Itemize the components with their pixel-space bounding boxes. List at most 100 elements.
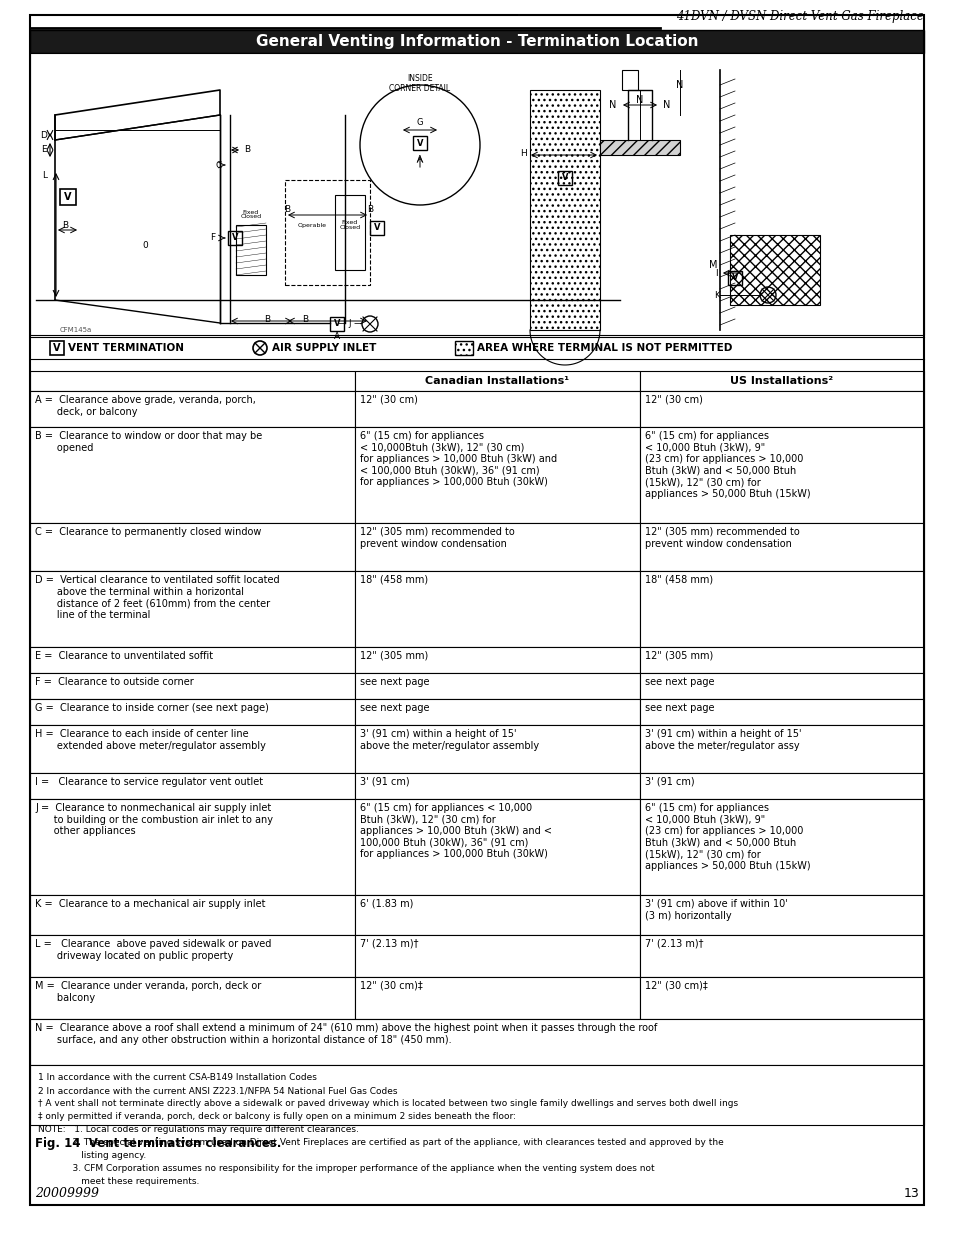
Bar <box>30 725 355 773</box>
Bar <box>639 370 923 391</box>
Bar <box>639 647 923 673</box>
Text: K =  Clearance to a mechanical air supply inlet: K = Clearance to a mechanical air supply… <box>35 899 265 909</box>
Text: 12" (305 mm) recommended to
prevent window condensation: 12" (305 mm) recommended to prevent wind… <box>359 527 515 548</box>
Text: 12" (30 cm): 12" (30 cm) <box>644 395 702 405</box>
Text: M: M <box>709 261 718 270</box>
Text: 7' (2.13 m)†: 7' (2.13 m)† <box>644 939 702 948</box>
Bar <box>355 647 639 673</box>
Bar <box>30 673 355 699</box>
Bar <box>639 935 923 977</box>
Bar <box>639 895 923 935</box>
Bar <box>355 699 639 725</box>
Text: F: F <box>210 233 214 242</box>
Bar <box>355 773 639 799</box>
Text: N: N <box>676 80 683 90</box>
Text: H =  Clearance to each inside of center line
       extended above meter/regulat: H = Clearance to each inside of center l… <box>35 729 266 751</box>
Bar <box>558 170 572 185</box>
Text: Closed: Closed <box>240 214 261 219</box>
Text: 18" (458 mm): 18" (458 mm) <box>644 576 713 585</box>
Text: — J —: — J — <box>337 320 362 329</box>
Text: Canadian Installations¹: Canadian Installations¹ <box>425 375 569 387</box>
Text: see next page: see next page <box>644 677 714 687</box>
Text: 12" (305 mm): 12" (305 mm) <box>644 651 713 661</box>
Text: NOTE:   1. Local codes or regulations may require different clearances.: NOTE: 1. Local codes or regulations may … <box>38 1125 358 1134</box>
Bar <box>30 699 355 725</box>
Text: 3. CFM Corporation assumes no responsibility for the improper performance of the: 3. CFM Corporation assumes no responsibi… <box>38 1165 654 1173</box>
Bar <box>530 90 599 330</box>
Text: B: B <box>367 205 373 215</box>
Bar <box>30 935 355 977</box>
Bar <box>599 140 679 156</box>
Bar <box>355 522 639 571</box>
Text: V: V <box>561 173 568 183</box>
Text: N: N <box>636 95 643 105</box>
Text: 3' (91 cm) above if within 10'
(3 m) horizontally: 3' (91 cm) above if within 10' (3 m) hor… <box>644 899 787 920</box>
Text: B: B <box>62 221 68 230</box>
Text: General Venting Information - Termination Location: General Venting Information - Terminatio… <box>255 35 698 49</box>
Text: A: A <box>416 156 422 164</box>
Text: K: K <box>714 290 720 300</box>
Text: V: V <box>53 343 61 353</box>
Text: 6" (15 cm) for appliances
< 10,000Btuh (3kW), 12" (30 cm)
for appliances > 10,00: 6" (15 cm) for appliances < 10,000Btuh (… <box>359 431 557 488</box>
Text: 12" (30 cm)‡: 12" (30 cm)‡ <box>644 981 707 990</box>
Bar <box>355 427 639 522</box>
Text: 13: 13 <box>902 1187 918 1200</box>
Text: G =  Clearance to inside corner (see next page): G = Clearance to inside corner (see next… <box>35 703 269 713</box>
Bar <box>30 1019 923 1065</box>
Bar <box>30 1065 923 1125</box>
Bar <box>727 270 741 285</box>
Bar <box>729 235 820 305</box>
Bar <box>455 341 473 354</box>
Bar <box>30 799 355 895</box>
Text: H: H <box>519 148 526 158</box>
Text: V: V <box>416 138 423 147</box>
Text: V: V <box>334 320 340 329</box>
Text: V: V <box>374 224 380 232</box>
Bar <box>50 341 64 354</box>
Bar <box>30 571 355 647</box>
Text: C: C <box>215 161 222 169</box>
Bar <box>639 522 923 571</box>
Bar <box>285 180 370 285</box>
Bar <box>30 522 355 571</box>
Text: L: L <box>42 170 47 179</box>
Bar <box>30 30 923 53</box>
Text: A: A <box>334 332 339 341</box>
Text: AREA WHERE TERMINAL IS NOT PERMITTED: AREA WHERE TERMINAL IS NOT PERMITTED <box>476 343 732 353</box>
Text: 2. The special venting system used on Direct Vent Fireplaces are certified as pa: 2. The special venting system used on Di… <box>38 1137 723 1147</box>
Bar <box>639 977 923 1019</box>
Text: CORNER DETAIL: CORNER DETAIL <box>389 84 450 93</box>
Text: V: V <box>64 191 71 203</box>
Text: meet these requirements.: meet these requirements. <box>38 1177 199 1186</box>
Text: M =  Clearance under veranda, porch, deck or
       balcony: M = Clearance under veranda, porch, deck… <box>35 981 261 1003</box>
Text: ‡ only permitted if veranda, porch, deck or balcony is fully open on a minimum 2: ‡ only permitted if veranda, porch, deck… <box>38 1112 516 1121</box>
Text: I: I <box>715 268 718 278</box>
Bar <box>355 370 639 391</box>
Bar <box>355 571 639 647</box>
Bar <box>30 895 355 935</box>
Text: 12" (305 mm): 12" (305 mm) <box>359 651 428 661</box>
Text: C =  Clearance to permanently closed window: C = Clearance to permanently closed wind… <box>35 527 261 537</box>
Text: 18" (458 mm): 18" (458 mm) <box>359 576 428 585</box>
Text: L =   Clearance  above paved sidewalk or paved
       driveway located on public: L = Clearance above paved sidewalk or pa… <box>35 939 271 961</box>
Text: 2 In accordance with the current ANSI Z223.1/NFPA 54 National Fuel Gas Codes: 2 In accordance with the current ANSI Z2… <box>38 1086 397 1095</box>
Bar <box>30 370 355 391</box>
Text: AIR SUPPLY INLET: AIR SUPPLY INLET <box>272 343 376 353</box>
Text: VENT TERMINATION: VENT TERMINATION <box>68 343 184 353</box>
Text: I =   Clearance to service regulator vent outlet: I = Clearance to service regulator vent … <box>35 777 263 787</box>
Bar <box>30 647 355 673</box>
Text: E: E <box>41 146 47 154</box>
Bar <box>639 391 923 427</box>
Text: see next page: see next page <box>644 703 714 713</box>
Text: 0: 0 <box>142 241 148 249</box>
Text: G: G <box>416 119 423 127</box>
Bar <box>30 977 355 1019</box>
Text: 12" (305 mm) recommended to
prevent window condensation: 12" (305 mm) recommended to prevent wind… <box>644 527 799 548</box>
Bar <box>413 136 427 149</box>
Bar <box>355 935 639 977</box>
Text: † A vent shall not terminate directly above a sidewalk or paved driveway which i: † A vent shall not terminate directly ab… <box>38 1099 738 1108</box>
Text: see next page: see next page <box>359 703 429 713</box>
Text: 3' (91 cm): 3' (91 cm) <box>359 777 409 787</box>
Text: 3' (91 cm) within a height of 15'
above the meter/regulator assy: 3' (91 cm) within a height of 15' above … <box>644 729 801 751</box>
Text: 12" (30 cm)‡: 12" (30 cm)‡ <box>359 981 422 990</box>
